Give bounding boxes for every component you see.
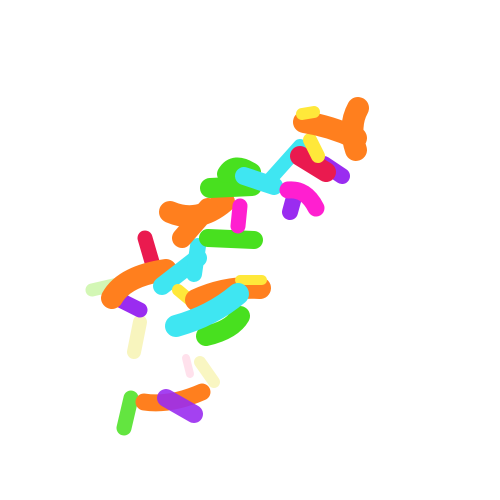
segment-yellow-upper [303,133,325,163]
segment-purple-bottom [157,389,203,423]
segment-orange-upper-left-b [172,198,218,248]
segment-green-center [199,229,263,249]
segment-cyan-center [165,283,249,337]
segment-orange-top-hook [341,97,369,161]
segment-green-upper [200,176,262,198]
segment-pale-yellow-lower [127,315,147,359]
segment-yellow-top [296,106,320,120]
segment-cyan-vertical [186,238,206,282]
segment-red-upper [290,146,336,182]
segment-magenta-center [230,198,248,234]
segment-red-mid [137,230,160,270]
segment-pale-yellow-small [194,356,220,388]
segment-green-bottom [116,390,139,436]
segment-pale-pink [182,354,194,378]
segment-green-mid-lower [196,306,250,346]
segment-magenta-upper [279,181,325,217]
segment-orange-mid-left [101,259,177,309]
